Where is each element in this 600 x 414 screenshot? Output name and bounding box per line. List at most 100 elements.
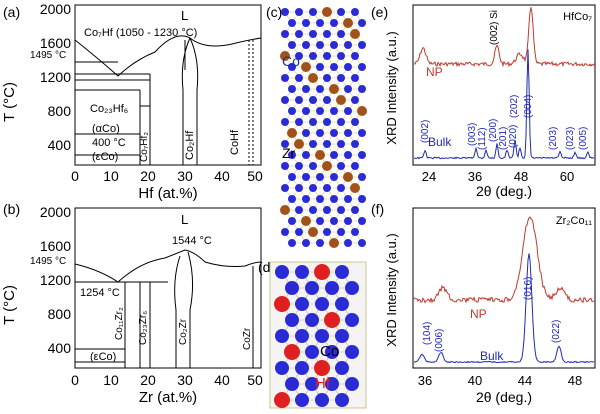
co-atom [323, 140, 331, 148]
co-atom [337, 162, 345, 170]
co-atom [315, 393, 329, 407]
panel-a-co7hf-label: Co₇Hf (1050 - 1230 °C) [84, 27, 197, 39]
panel-b-x-tick: 10 [103, 372, 119, 388]
co-atom [295, 118, 303, 126]
panel-e-peak-label: (005) [578, 127, 589, 150]
panel-e-peak-label: (203) [548, 127, 559, 150]
co-atom [316, 19, 324, 27]
co-atom [337, 30, 345, 38]
zr-atom [343, 18, 353, 28]
co-atom [345, 345, 359, 359]
co-atom [281, 30, 289, 38]
zr-atom [308, 227, 318, 237]
panel-b-y-tick: 2000 [40, 204, 71, 220]
panel-f-x-axis-label: 2θ (deg.) [476, 389, 532, 405]
co-atom [323, 52, 331, 60]
co-atom [337, 74, 345, 82]
panel-a-co23hf6-label: Co₂₃Hf₆ [90, 103, 128, 115]
panel-b-co23zr6-label: Co₂₃Zr₆ [138, 311, 149, 345]
panel-b-x-tick: 50 [247, 372, 263, 388]
panel-e-peak-label: (004) [523, 95, 534, 118]
co-atom [316, 107, 324, 115]
co-atom [325, 345, 339, 359]
co-atom [358, 129, 366, 137]
co-atom [344, 85, 352, 93]
co-atom [323, 228, 331, 236]
panel-f-x-tick: 48 [568, 373, 582, 388]
panel-c-lattice [280, 7, 367, 248]
co-atom [358, 173, 366, 181]
panel-b-x-tick: 30 [177, 372, 193, 388]
co-atom [323, 118, 331, 126]
co-atom [275, 361, 289, 375]
co-atom [316, 41, 324, 49]
co-atom [316, 173, 324, 181]
co-atom [302, 173, 310, 181]
panel-e: (e) XRD Intensity (a.u.) 2θ (deg.) 24 36… [371, 4, 596, 199]
panel-a-cohf-label: CoHf [229, 129, 241, 155]
co-atom [281, 140, 289, 148]
co-atom [330, 41, 338, 49]
zr-atom [280, 205, 290, 215]
co-atom [330, 217, 338, 225]
panel-e-label: (e) [371, 4, 388, 20]
co-atom [330, 63, 338, 71]
co-atom [309, 162, 317, 170]
panel-f-x-tick: 40 [468, 373, 482, 388]
panel-e-peak-label: (202) [509, 95, 520, 118]
co-atom [302, 151, 310, 159]
co-atom [337, 228, 345, 236]
zr-atom [329, 238, 339, 248]
panel-b-cozr-label: CoZr [242, 327, 253, 350]
panel-a-t1495-label: 1495 °C [30, 50, 66, 61]
co-atom [309, 206, 317, 214]
panel-a-co7hf2-label: Co₇Hf₂ [139, 132, 150, 162]
panel-b-y-tick: 1200 [40, 272, 71, 288]
panel-e-peak-label: (023) [565, 127, 576, 150]
zr-atom [301, 216, 311, 226]
panel-f-bulk-label: Bulk [480, 349, 504, 363]
co-atom [344, 63, 352, 71]
hf-atom [284, 344, 300, 360]
panel-e-np-curve [413, 7, 595, 68]
co-atom [345, 281, 359, 295]
panel-e-y-axis-label: XRD Intensity (a.u.) [384, 31, 399, 144]
co-atom [295, 8, 303, 16]
panel-e-si-label: (002) Si [489, 10, 500, 45]
co-atom [330, 19, 338, 27]
co-atom [295, 297, 309, 311]
co-atom [285, 313, 299, 327]
panel-b: (b) T (°C) Zr (at.%) 2000 1600 1200 800 … [1, 201, 263, 406]
co-atom [344, 129, 352, 137]
co-atom [358, 41, 366, 49]
co-atom [316, 239, 324, 247]
co-atom [323, 96, 331, 104]
zr-atom [301, 62, 311, 72]
panel-a-y-tick: 1600 [40, 35, 71, 51]
co-atom [358, 85, 366, 93]
panel-a-y-tick: 800 [48, 103, 72, 119]
co-atom [288, 217, 296, 225]
co-atom [295, 96, 303, 104]
panel-b-phase-lines [74, 249, 262, 368]
co-atom [325, 377, 339, 391]
co-atom [337, 184, 345, 192]
panel-e-peak-label: (002) [420, 120, 431, 143]
panel-f-np-curve [413, 216, 595, 304]
panel-a-x-tick: 0 [71, 168, 79, 184]
co-atom [309, 140, 317, 148]
co-atom [295, 52, 303, 60]
panel-a-x-tick: 20 [140, 168, 156, 184]
co-atom [330, 151, 338, 159]
co-atom [285, 281, 299, 295]
panel-a-y-axis-label: T (°C) [1, 82, 18, 122]
panel-a-x-tick: 40 [214, 168, 230, 184]
zr-atom [343, 172, 353, 182]
co-atom [305, 377, 319, 391]
co-atom [288, 151, 296, 159]
panel-e-np-label: NP [426, 65, 443, 79]
co-atom [302, 195, 310, 203]
panel-f-bulk-curve [413, 253, 595, 364]
co-atom [305, 281, 319, 295]
panel-e-frame [412, 4, 596, 166]
